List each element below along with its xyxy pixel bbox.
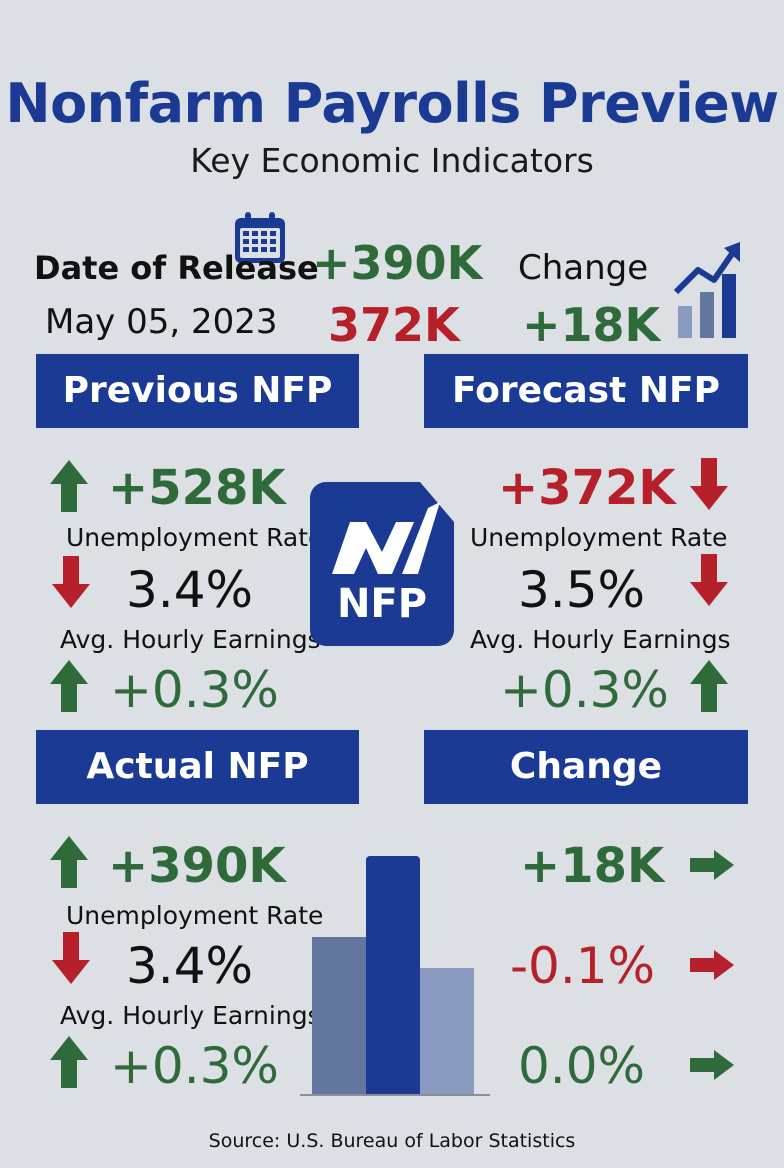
page-title: Nonfarm Payrolls Preview — [5, 72, 779, 135]
calendar-icon — [232, 210, 288, 270]
actual-nfp-value: +390K — [108, 838, 286, 894]
forecast-earnings-up-arrow-icon — [690, 660, 728, 712]
top-actual-value: +390K — [312, 236, 483, 290]
actual-unemployment-down-arrow-icon — [52, 932, 90, 984]
previous-nfp-heading: Previous NFP — [36, 354, 359, 428]
actual-unemployment-label: Unemployment Rate — [66, 901, 324, 930]
previous-nfp-up-arrow-icon — [50, 460, 88, 512]
previous-unemployment-down-arrow-icon — [52, 556, 90, 608]
release-date-value: May 05, 2023 — [45, 302, 278, 342]
actual-earnings-up-arrow-icon — [50, 1036, 88, 1088]
previous-unemployment-label: Unemployment Rate — [66, 523, 324, 552]
change-earnings-value: 0.0% — [518, 1037, 646, 1095]
previous-nfp-value: +528K — [108, 460, 286, 516]
top-forecast-value: 372K — [328, 298, 460, 352]
forecast-nfp-heading: Forecast NFP — [424, 354, 748, 428]
nfp-logo-text: NFP — [336, 581, 428, 627]
bar-graphic-bar — [312, 937, 366, 1094]
forecast-nfp-down-arrow-icon — [690, 458, 728, 510]
actual-earnings-value: +0.3% — [110, 1037, 279, 1095]
forecast-nfp-value: +372K — [498, 460, 676, 516]
actual-nfp-heading: Actual NFP — [36, 730, 359, 804]
forecast-unemployment-label: Unemployment Rate — [470, 523, 728, 552]
bar-graphic-bar — [366, 856, 420, 1094]
bar-graphic-baseline — [300, 1094, 490, 1096]
bar-graphic — [300, 855, 490, 1096]
page-subtitle: Key Economic Indicators — [190, 141, 594, 180]
change-earnings-right-arrow-icon — [690, 1050, 734, 1080]
forecast-earnings-value: +0.3% — [500, 661, 669, 719]
previous-earnings-label: Avg. Hourly Earnings — [60, 625, 321, 654]
nfp-logo-mark-icon — [332, 482, 454, 574]
actual-earnings-label: Avg. Hourly Earnings — [60, 1001, 321, 1030]
forecast-unemployment-down-arrow-icon — [690, 554, 728, 606]
top-change-value: +18K — [522, 298, 661, 352]
previous-earnings-value: +0.3% — [110, 661, 279, 719]
previous-unemployment-value: 3.4% — [126, 561, 254, 619]
change-unemployment-value: -0.1% — [510, 937, 656, 995]
forecast-unemployment-value: 3.5% — [518, 561, 646, 619]
previous-earnings-up-arrow-icon — [50, 660, 88, 712]
change-heading: Change — [424, 730, 748, 804]
actual-nfp-up-arrow-icon — [50, 836, 88, 888]
nfp-logo: NFP — [310, 482, 454, 646]
source-footer: Source: U.S. Bureau of Labor Statistics — [208, 1130, 576, 1152]
change-nfp-value: +18K — [520, 838, 665, 894]
bar-graphic-bar — [420, 968, 474, 1094]
top-change-label: Change — [518, 248, 649, 288]
growth-chart-icon — [672, 240, 744, 344]
change-unemployment-right-arrow-icon — [690, 950, 734, 980]
change-nfp-right-arrow-icon — [690, 850, 734, 880]
actual-unemployment-value: 3.4% — [126, 937, 254, 995]
forecast-earnings-label: Avg. Hourly Earnings — [470, 625, 731, 654]
release-date-label: Date of Release — [34, 249, 319, 287]
